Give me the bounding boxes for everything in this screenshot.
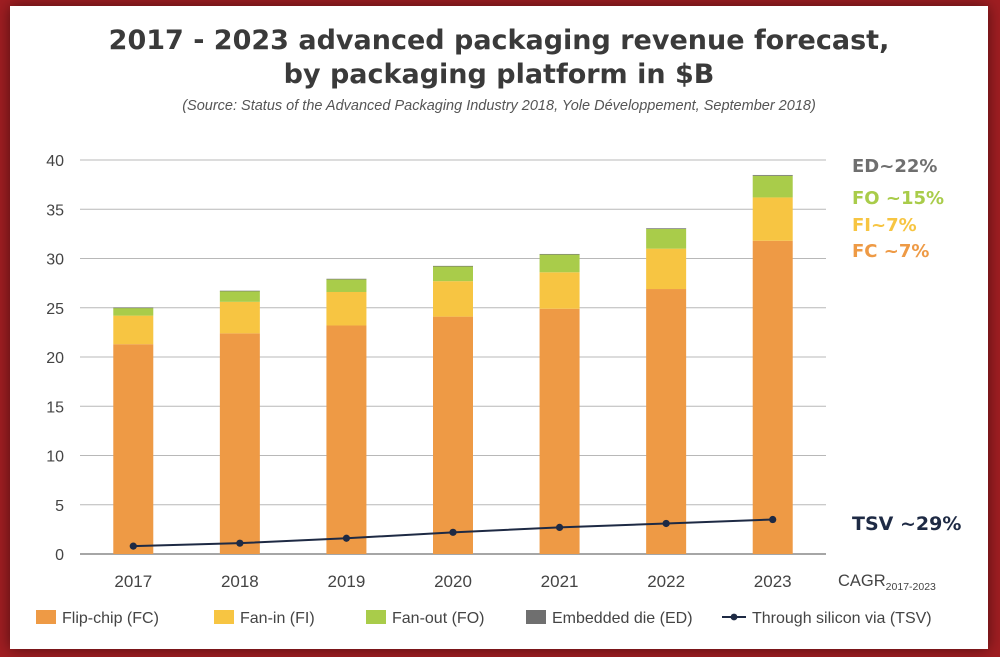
- legend-swatch-fi: [214, 610, 234, 624]
- tsv-point: [342, 534, 351, 542]
- bar-fc: [113, 344, 154, 554]
- cagr-axis-sub: 2017-2023: [886, 581, 936, 593]
- x-tick-label: 2019: [328, 572, 366, 591]
- x-tick-label: 2022: [647, 572, 685, 591]
- chart-title-line1: 2017 - 2023 advanced packaging revenue f…: [108, 25, 890, 56]
- cagr-label-fc: FC ~7%: [852, 241, 929, 262]
- bar-ed: [326, 278, 367, 280]
- bar-fo: [433, 266, 473, 282]
- legend-label-fi: Fan-in (FI): [240, 610, 315, 627]
- cagr-label-fi: FI~7%: [852, 215, 917, 236]
- bar-fi: [326, 291, 367, 326]
- y-tick-label: 30: [46, 252, 64, 269]
- bar-fi: [113, 315, 154, 345]
- bar-fi: [219, 301, 260, 334]
- legend-swatch-fo: [366, 610, 386, 624]
- legend-label-fo: Fan-out (FO): [392, 610, 484, 627]
- bar-ed: [433, 265, 473, 267]
- y-tick-label: 40: [46, 153, 64, 170]
- y-tick-label: 20: [46, 350, 64, 367]
- tsv-point: [449, 528, 457, 536]
- bar-fo: [646, 228, 687, 249]
- bar-fc: [326, 325, 367, 554]
- y-tick-label: 0: [55, 547, 64, 564]
- tsv-point: [769, 515, 777, 524]
- tsv-point: [555, 523, 564, 532]
- legend-label-tsv: Through silicon via (TSV): [752, 610, 932, 627]
- bar-fc: [752, 240, 793, 554]
- bar-fi: [539, 272, 580, 309]
- x-tick-label: 2017: [114, 572, 152, 591]
- legend-swatch-ed: [526, 610, 546, 624]
- chart-source: (Source: Status of the Advanced Packagin…: [182, 98, 816, 114]
- cagr-axis-label: CAGR2017-2023: [838, 572, 936, 593]
- y-tick-label: 15: [46, 399, 64, 416]
- x-tick-label: 2020: [434, 572, 472, 591]
- x-tick-label: 2023: [754, 572, 792, 591]
- bar-fc: [646, 289, 687, 554]
- bar-ed: [113, 307, 154, 309]
- legend-marker-tsv: [730, 613, 738, 621]
- tsv-point: [129, 542, 137, 550]
- cagr-label-fo: FO ~15%: [852, 188, 944, 209]
- chart-title-line2: by packaging platform in $B: [283, 59, 715, 90]
- bar-fo: [219, 291, 260, 302]
- legend-label-fc: Flip-chip (FC): [62, 610, 159, 627]
- x-tick-label: 2021: [541, 572, 579, 591]
- bar-fo: [326, 279, 367, 292]
- tsv-point: [236, 539, 244, 547]
- y-tick-label: 10: [46, 449, 64, 466]
- bar-fo: [539, 254, 580, 273]
- y-tick-label: 35: [46, 202, 64, 219]
- cagr-label-ed: ED~22%: [852, 156, 937, 177]
- chart-frame: 2017 - 2023 advanced packaging revenue f…: [10, 6, 988, 649]
- bar-fc: [433, 316, 473, 554]
- bar-ed: [646, 228, 687, 229]
- bar-fi: [433, 281, 473, 317]
- x-tick-label: 2018: [221, 572, 259, 591]
- bar-ed: [752, 174, 793, 176]
- bar-fc: [219, 333, 260, 554]
- legend-swatch-fc: [36, 610, 56, 624]
- y-tick-label: 5: [55, 498, 64, 515]
- bar-fi: [646, 248, 687, 290]
- y-tick-label: 25: [46, 301, 64, 318]
- cagr-label-tsv: TSV ~29%: [852, 513, 961, 535]
- legend-label-ed: Embedded die (ED): [552, 610, 693, 627]
- tsv-point: [662, 519, 670, 528]
- bar-ed: [539, 253, 580, 255]
- bar-fo: [113, 307, 154, 316]
- bar-fi: [752, 197, 793, 241]
- bar-fc: [539, 308, 580, 554]
- bar-ed: [219, 290, 260, 292]
- bar-fo: [752, 175, 793, 198]
